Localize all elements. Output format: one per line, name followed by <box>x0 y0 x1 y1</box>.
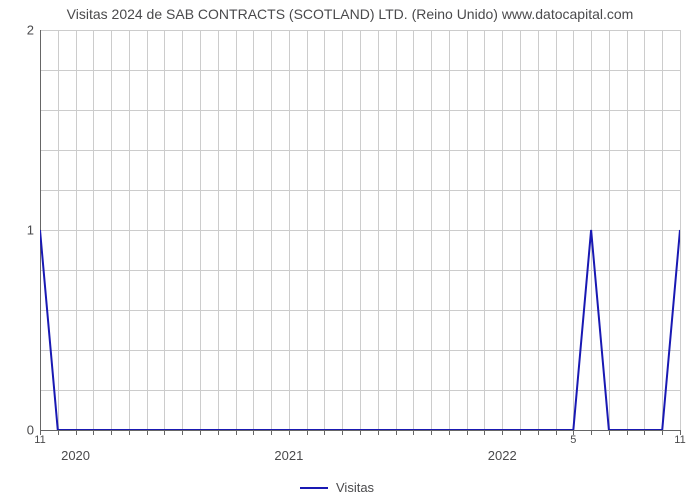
y-tick-label: 1 <box>4 223 34 238</box>
legend-swatch <box>300 487 328 489</box>
x-tick <box>644 430 645 435</box>
x-tick <box>431 430 432 435</box>
x-tick <box>538 430 539 435</box>
chart-title: Visitas 2024 de SAB CONTRACTS (SCOTLAND)… <box>0 6 700 22</box>
legend-label: Visitas <box>336 480 374 495</box>
grid-v <box>680 30 681 430</box>
x-tick <box>147 430 148 435</box>
x-tick <box>324 430 325 435</box>
x-tick <box>360 430 361 435</box>
x-tick <box>609 430 610 435</box>
x-tick <box>164 430 165 435</box>
x-tick <box>396 430 397 435</box>
x-tick <box>218 430 219 435</box>
x-tick <box>484 430 485 435</box>
x-tick <box>627 430 628 435</box>
x-tick <box>502 430 503 435</box>
x-tick <box>76 430 77 435</box>
series-line <box>40 30 680 430</box>
y-tick-label: 2 <box>4 23 34 38</box>
x-tick <box>307 430 308 435</box>
x-year-label: 2021 <box>274 448 303 463</box>
x-tick <box>662 430 663 435</box>
x-tick <box>253 430 254 435</box>
x-label-right: 11 <box>674 434 685 446</box>
x-label-left: 11 <box>34 434 45 446</box>
x-tick <box>236 430 237 435</box>
x-tick <box>93 430 94 435</box>
x-tick <box>200 430 201 435</box>
x-tick <box>520 430 521 435</box>
x-tick <box>556 430 557 435</box>
x-tick <box>111 430 112 435</box>
x-tick <box>289 430 290 435</box>
x-tick <box>271 430 272 435</box>
x-tick <box>467 430 468 435</box>
x-year-label: 2022 <box>488 448 517 463</box>
x-year-label: 2020 <box>61 448 90 463</box>
x-label-right: 5 <box>570 434 576 446</box>
plot-area: 01211511202020212022 <box>40 30 680 430</box>
x-tick <box>449 430 450 435</box>
legend: Visitas <box>300 480 374 495</box>
x-tick <box>182 430 183 435</box>
x-tick <box>129 430 130 435</box>
x-tick <box>342 430 343 435</box>
x-tick <box>591 430 592 435</box>
y-tick-label: 0 <box>4 423 34 438</box>
series-path <box>40 230 680 430</box>
x-tick <box>58 430 59 435</box>
x-tick <box>413 430 414 435</box>
x-tick <box>378 430 379 435</box>
